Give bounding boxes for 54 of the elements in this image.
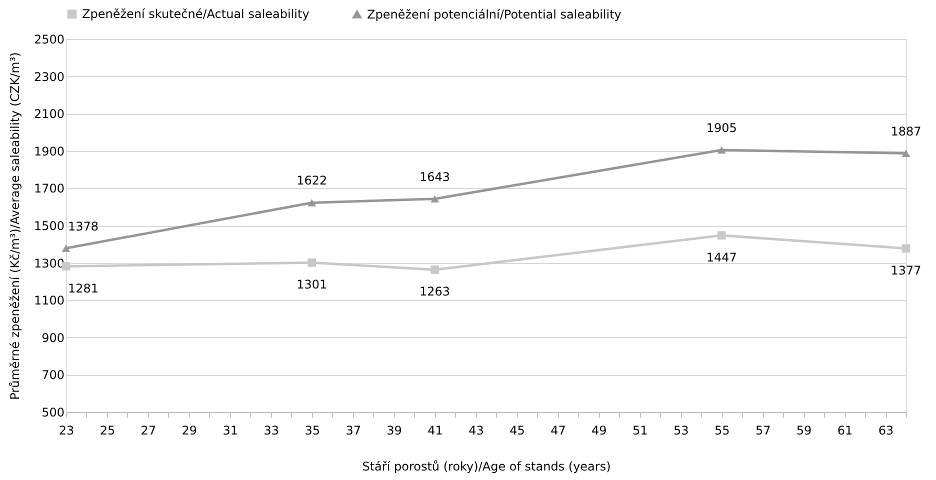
y-tick-label: 500 bbox=[42, 406, 64, 420]
x-tick-label: 45 bbox=[510, 424, 525, 438]
x-tick-label: 63 bbox=[878, 424, 894, 438]
y-tick-label: 2500 bbox=[34, 32, 64, 46]
y-tick-label: 1100 bbox=[34, 294, 64, 308]
legend-label: Zpeněžení skutečné/Actual saleability bbox=[82, 7, 310, 22]
x-tick-label: 27 bbox=[140, 424, 156, 438]
data-label: 1447 bbox=[706, 250, 737, 264]
y-tick-label: 1500 bbox=[34, 219, 64, 233]
x-tick-label: 57 bbox=[755, 424, 771, 438]
x-tick-label: 51 bbox=[632, 424, 648, 438]
x-tick-label: 47 bbox=[550, 424, 566, 438]
data-label: 1622 bbox=[296, 174, 328, 188]
x-tick-label: 31 bbox=[222, 424, 238, 438]
point bbox=[902, 150, 910, 157]
y-tick-label: 1700 bbox=[34, 182, 64, 196]
point bbox=[717, 146, 726, 154]
data-label: 1377 bbox=[890, 263, 922, 278]
x-tick-label: 49 bbox=[592, 424, 607, 438]
x-tick-label: 53 bbox=[673, 424, 689, 438]
legend-label: Zpeněžení potenciální/Potential saleability bbox=[367, 7, 622, 22]
point bbox=[902, 244, 910, 253]
y-tick-label: 2300 bbox=[34, 70, 64, 84]
y-axis-title: Průměrné zpeněžení (Kč/m³)/Average saleability (CZK/m³) bbox=[8, 52, 22, 400]
data-label: 1281 bbox=[68, 281, 99, 296]
x-tick-label: 37 bbox=[346, 424, 361, 438]
y-tick-label: 2100 bbox=[34, 107, 64, 122]
y-tick-label: 1900 bbox=[34, 144, 64, 158]
x-tick-label: 29 bbox=[182, 424, 198, 438]
x-tick-label: 55 bbox=[714, 424, 730, 438]
y-tick-label: 900 bbox=[42, 330, 64, 345]
point bbox=[430, 195, 439, 202]
x-tick-label: 35 bbox=[304, 424, 320, 438]
data-label: 1887 bbox=[890, 124, 922, 138]
y-tick-label: 700 bbox=[42, 368, 64, 382]
point bbox=[308, 199, 316, 206]
point bbox=[62, 244, 70, 252]
x-tick-label: 39 bbox=[386, 424, 402, 438]
x-axis-title: Stáří porostů (roky)/Age of stands (years) bbox=[362, 460, 611, 474]
x-tick-label: 43 bbox=[468, 424, 484, 438]
x-tick-label: 25 bbox=[100, 424, 116, 438]
data-label: 1378 bbox=[68, 219, 99, 234]
data-label: 1263 bbox=[420, 284, 450, 299]
x-tick-label: 59 bbox=[796, 424, 812, 438]
data-label: 1643 bbox=[420, 170, 450, 184]
point bbox=[717, 231, 726, 240]
x-tick-label: 41 bbox=[428, 424, 443, 438]
data-label: 1905 bbox=[706, 120, 737, 135]
data-label: 1301 bbox=[296, 278, 328, 292]
x-tick-label: 61 bbox=[837, 424, 853, 438]
point bbox=[430, 266, 439, 274]
x-tick-label: 33 bbox=[264, 424, 280, 438]
point bbox=[308, 258, 316, 267]
x-tick-label: 23 bbox=[58, 424, 74, 438]
